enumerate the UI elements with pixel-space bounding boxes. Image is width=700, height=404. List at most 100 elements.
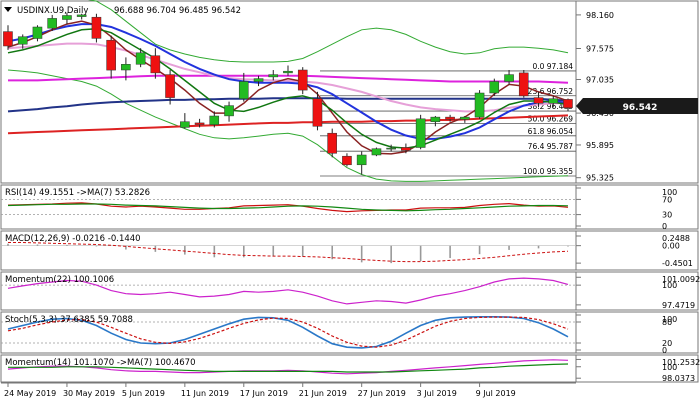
macd-signal-line xyxy=(8,242,569,263)
indicator-line-ma-red xyxy=(7,114,569,135)
last-price-label: 96.542 xyxy=(623,103,658,113)
candle-bearish xyxy=(445,116,455,120)
candle-bullish xyxy=(460,116,470,120)
panel-title: Momentum(14) 101.1070 ->MA(7) 100.4670 xyxy=(5,358,195,368)
candle-bullish xyxy=(474,92,485,118)
panel-axis-label: 30 xyxy=(662,211,672,220)
panel-axis-label: 100 xyxy=(662,315,677,324)
time-axis-label: 21 Jun 2019 xyxy=(299,389,347,398)
last-price-tag xyxy=(576,98,698,114)
panel-title: MACD(12,26,9) -0.0216 -0.1440 xyxy=(5,234,141,244)
time-axis-label: 27 Jun 2019 xyxy=(358,389,406,398)
panel-axis-label: 0.00 xyxy=(662,242,680,251)
candle-bearish xyxy=(194,122,205,125)
candle-bullish xyxy=(430,116,441,122)
candlesticks xyxy=(3,12,573,175)
candle-bullish xyxy=(253,78,264,82)
chart-header: USDINX.U9,Daily 96.688 96.704 96.485 96.… xyxy=(4,6,241,16)
panel-frame xyxy=(0,230,699,271)
candle-bullish xyxy=(283,70,293,74)
candle-bearish xyxy=(312,98,323,127)
time-axis-label: 9 Jul 2019 xyxy=(476,389,516,398)
time-axis-label: 5 Jun 2019 xyxy=(122,389,165,398)
fib-level-label: 0.0 97.184 xyxy=(532,62,573,71)
panel-axis-label: 80 xyxy=(662,318,672,327)
panel-frame xyxy=(0,311,699,354)
price-axis-label: 97.035 xyxy=(586,76,614,85)
fib-level-label: 50.0 96.269 xyxy=(528,114,574,123)
panel-series-ma xyxy=(7,203,569,212)
panel-axis-label: 0 xyxy=(662,222,667,231)
candle-bullish xyxy=(489,81,500,94)
fib-level-label: 23.6 96.752 xyxy=(528,87,574,96)
fib-level-label: 61.8 96.054 xyxy=(528,127,574,136)
candle-bearish xyxy=(165,74,175,98)
header-symbol: USDINX.U9,Daily xyxy=(17,6,88,16)
candle-bullish xyxy=(76,14,87,17)
panel-series-main xyxy=(7,277,569,305)
indicator-line-bollinger-upper xyxy=(87,0,569,63)
panel-axis-label: 98.0373 xyxy=(662,374,695,383)
panel-series-main xyxy=(7,359,569,375)
candle-bullish xyxy=(371,148,382,156)
panel-title: RSI(14) 49.1551 ->MA(7) 53.2826 xyxy=(5,188,150,198)
fib-level-label: 38.2 96.485 xyxy=(528,102,574,111)
candle-bullish xyxy=(135,52,146,65)
candle-bullish xyxy=(121,64,131,71)
candle-bullish xyxy=(268,74,279,78)
indicator-line-ma-brown xyxy=(7,20,569,155)
candle-bearish xyxy=(106,39,116,71)
panel-axis-label: 70 xyxy=(662,195,672,204)
panel-axis-label: 97.4719 xyxy=(662,301,695,310)
panel-axis-label: 101.0092 xyxy=(662,275,700,284)
indicator-line-ma-magenta xyxy=(8,74,569,84)
candle-bullish xyxy=(238,81,249,99)
header-ohlc: 96.688 96.704 96.485 96.542 xyxy=(114,6,241,16)
indicator-line-bollinger-lower xyxy=(7,69,569,182)
candle-bearish xyxy=(150,55,161,74)
panel-axis-label: 0 xyxy=(662,346,667,355)
time-axis-label: 11 Jun 2019 xyxy=(181,389,229,398)
candle-bearish xyxy=(533,97,544,104)
candle-bullish xyxy=(62,15,72,20)
time-axis-label: 30 May 2019 xyxy=(63,389,115,398)
time-axis-label: 3 Jul 2019 xyxy=(417,389,457,398)
main-panel-frame xyxy=(0,0,699,184)
header-collapse-arrow-icon[interactable] xyxy=(4,7,12,12)
panel-axis-label: 20 xyxy=(662,339,672,348)
candle-bullish xyxy=(415,118,426,148)
panel-title: Momentum(22) 100.1006 xyxy=(5,275,114,285)
panel-axis-label: 100 xyxy=(662,188,677,197)
candle-bullish xyxy=(209,115,220,125)
candle-bullish xyxy=(224,105,234,117)
candle-bullish xyxy=(180,121,190,128)
candle-bearish xyxy=(518,72,529,97)
panel-frame xyxy=(0,354,699,383)
time-axis-label: 24 May 2019 xyxy=(4,389,56,398)
candle-bearish xyxy=(401,147,411,151)
candle-bullish xyxy=(548,98,559,104)
candle-bullish xyxy=(47,18,57,29)
panel-series-ma xyxy=(8,363,569,373)
candle-bearish xyxy=(91,16,102,39)
panel-series-d xyxy=(7,316,569,348)
candle-bearish xyxy=(563,99,573,109)
price-axis-label: 95.325 xyxy=(586,174,614,183)
fib-level-label: 76.4 95.787 xyxy=(528,142,574,151)
candle-bearish xyxy=(297,69,308,91)
time-axis: 24 May 2019 30 May 2019 5 Jun 2019 11 Jun 2… xyxy=(1,382,576,398)
candle-bullish xyxy=(17,36,28,45)
candle-bearish xyxy=(3,31,13,47)
candle-bearish xyxy=(342,155,352,166)
price-axis-label: 97.575 xyxy=(586,45,614,54)
indicator-lines xyxy=(7,0,569,182)
panel-axis-label: 101.2532 xyxy=(662,358,700,367)
candle-bearish xyxy=(327,132,337,154)
